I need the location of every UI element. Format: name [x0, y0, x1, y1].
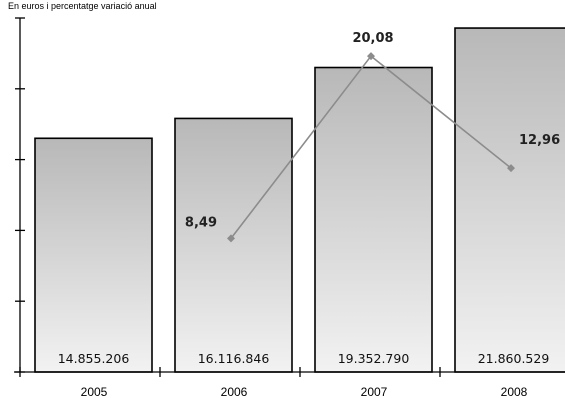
variation-label: 20,08: [352, 31, 393, 46]
bar: [174, 117, 293, 373]
bar: [314, 66, 433, 373]
variation-point: [227, 234, 235, 243]
x-tick-label: 2005: [81, 385, 108, 398]
variation-point: [507, 164, 515, 173]
bar-value-label: 14.855.206: [58, 351, 130, 366]
bar-value-label: 21.860.529: [478, 351, 550, 366]
bar-value-label: 16.116.846: [198, 351, 270, 366]
bar: [454, 27, 565, 373]
bar-value-label: 19.352.790: [338, 351, 410, 366]
bar: [34, 137, 153, 373]
x-tick-label: 2007: [361, 385, 388, 398]
variation-label: 8,49: [185, 215, 217, 230]
x-tick-label: 2006: [221, 385, 248, 398]
variation-point: [367, 52, 375, 61]
x-tick-label: 2008: [501, 385, 528, 398]
chart-subtitle: En euros i percentatge variació anual: [8, 1, 157, 11]
variation-label: 12,96: [519, 133, 560, 148]
